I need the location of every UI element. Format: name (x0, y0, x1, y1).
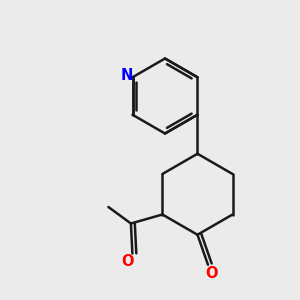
Text: O: O (122, 254, 134, 269)
Text: N: N (121, 68, 133, 83)
Text: O: O (205, 266, 218, 281)
